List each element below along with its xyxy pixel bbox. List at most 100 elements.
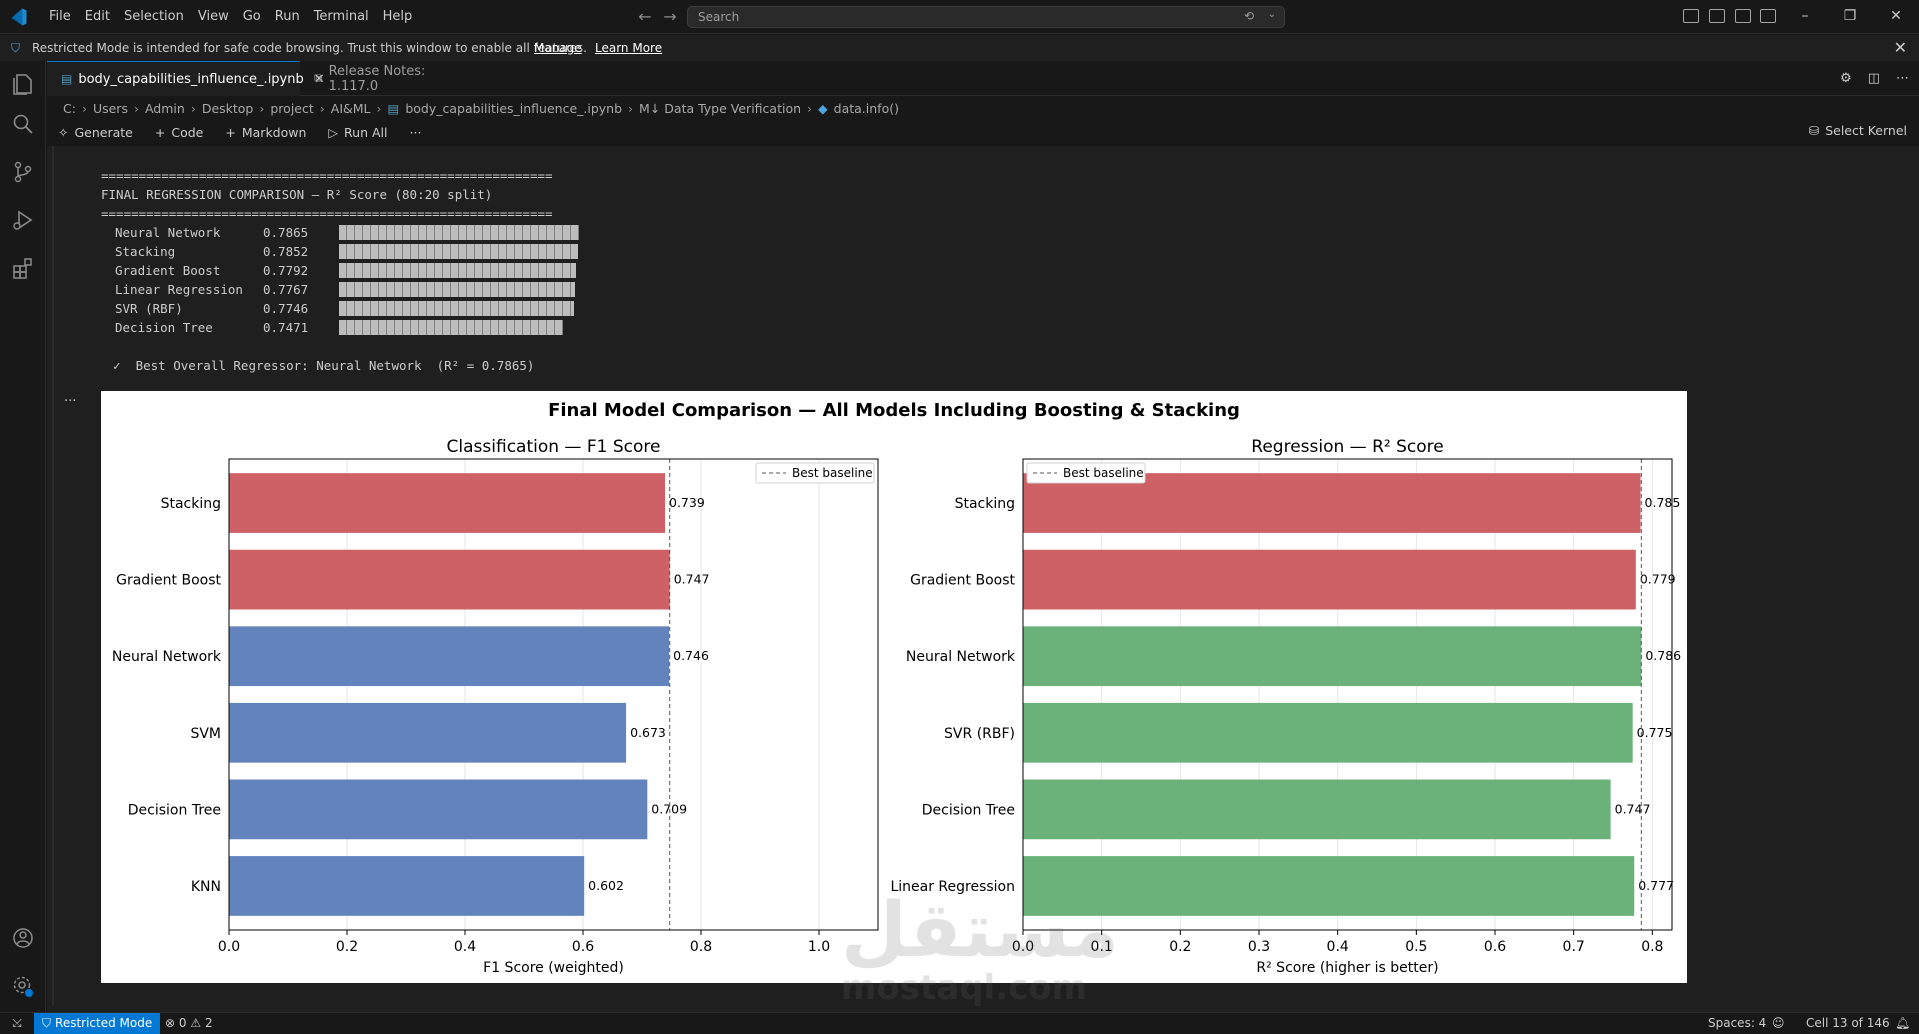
problems-indicator[interactable]: ⊗ 0 ⚠ 2 [165, 1013, 213, 1034]
settings-gear-icon[interactable]: ⚙ [1840, 71, 1852, 86]
learn-more-link[interactable]: Learn More [595, 41, 663, 55]
category-label: Linear Regression [890, 879, 1015, 895]
close-icon[interactable]: ✕ [1893, 38, 1907, 57]
shield-icon: ⛉ [11, 41, 21, 55]
command-center-search[interactable]: Search ⟲ ⌄ [687, 6, 1285, 28]
cell-position[interactable]: Cell 13 of 146 [1806, 1016, 1890, 1030]
breadcrumb-item[interactable]: M↓ Data Type Verification [639, 100, 802, 116]
more-actions-icon[interactable]: ⋯ [1896, 71, 1909, 86]
account-icon[interactable] [10, 925, 36, 951]
breadcrumb-item[interactable]: body_capabilities_influence_.ipynb [405, 100, 623, 116]
category-label: SVM [190, 726, 221, 742]
breadcrumb-item[interactable]: Admin [144, 100, 185, 116]
editor-actions: ⚙ ◫ ⋯ [1840, 71, 1909, 86]
run-all-label: Run All [344, 124, 388, 140]
axes-frame [1022, 458, 1673, 931]
warning-icon: ⚠ [190, 1016, 202, 1030]
chevron-right-icon: › [259, 100, 265, 116]
tab-notebook[interactable]: ▤ body_capabilities_influence_.ipynb ✕ [47, 61, 325, 96]
restore-icon[interactable]: ❐ [1843, 8, 1857, 24]
breadcrumb-item[interactable]: AI&ML [330, 100, 371, 116]
toggle-panel-icon[interactable] [1735, 9, 1751, 23]
x-tick-label: 0.6 [572, 939, 594, 955]
category-label: Gradient Boost [910, 573, 1015, 589]
axes-frame [228, 458, 879, 931]
title-bar: File Edit Selection View Go Run Terminal… [0, 0, 1919, 34]
split-editor-icon[interactable]: ◫ [1867, 71, 1880, 86]
activity-bar [0, 61, 46, 1013]
extensions-icon[interactable] [10, 256, 36, 282]
breadcrumb-item[interactable]: project [270, 100, 314, 116]
menu-file[interactable]: File [49, 9, 71, 24]
close-window-icon[interactable]: ✕ [1890, 8, 1902, 24]
menu-terminal[interactable]: Terminal [313, 9, 369, 24]
arrow-left-icon[interactable]: ← [638, 7, 652, 26]
output-row-score: 0.7471 [263, 320, 309, 335]
breadcrumb-item[interactable]: Users [92, 100, 128, 116]
search-icon[interactable] [10, 111, 36, 137]
remote-icon[interactable]: ⤩ [12, 1016, 22, 1030]
chevron-right-icon: › [807, 100, 813, 116]
plus-icon: + [154, 124, 166, 140]
markdown-label: Markdown [241, 124, 307, 140]
breadcrumb-item[interactable]: Desktop [201, 100, 254, 116]
source-control-icon[interactable] [10, 159, 36, 185]
chevron-right-icon: › [81, 100, 87, 116]
chevron-down-icon[interactable]: ⌄ [1267, 9, 1276, 20]
close-icon[interactable]: ✕ [313, 71, 325, 87]
legend-label: Best baseline [792, 466, 873, 480]
customize-layout-icon[interactable] [1683, 9, 1699, 23]
generate-button[interactable]: ✧ Generate [58, 125, 133, 140]
output-row: Linear Regression 0.7767 [101, 280, 553, 299]
select-kernel-button[interactable]: ⛁ Select Kernel [1809, 123, 1907, 138]
arrow-right-icon[interactable]: → [663, 7, 677, 26]
output-row-score: 0.7852 [263, 244, 309, 259]
menu-edit[interactable]: Edit [84, 9, 110, 24]
add-code-cell-button[interactable]: + Code [155, 125, 204, 140]
category-label: Decision Tree [128, 802, 221, 818]
plus-icon: + [225, 124, 236, 140]
output-text-bar [339, 225, 579, 240]
x-tick-label: 0.8 [690, 939, 712, 955]
restricted-mode-badge[interactable]: ⛉ Restricted Mode [34, 1013, 161, 1034]
run-all-button[interactable]: ▷ Run All [328, 125, 387, 140]
x-tick-label: 0.8 [1641, 939, 1663, 955]
breadcrumb-item[interactable]: C: [63, 100, 76, 116]
x-tick-label: 0.3 [1248, 939, 1270, 955]
status-bar: ⤩ ⛉ Restricted Mode ⊗ 0 ⚠ 2 Spaces: 4 ☺ C… [0, 1012, 1919, 1034]
category-label: Stacking [161, 496, 221, 512]
notifications-bell-icon[interactable]: 🔔︎ [1895, 1016, 1911, 1030]
explorer-icon[interactable] [10, 71, 36, 97]
restricted-mode-banner: ⛉ Restricted Mode is intended for safe c… [0, 35, 1919, 61]
manage-link[interactable]: Manage [534, 41, 582, 55]
notebook-file-icon: ▤ [387, 100, 400, 116]
chevron-right-icon: › [190, 100, 196, 116]
run-debug-icon[interactable] [10, 207, 36, 233]
menu-go[interactable]: Go [242, 9, 261, 24]
manage-gear-icon[interactable] [10, 973, 36, 999]
menu-help[interactable]: Help [382, 9, 413, 24]
menu-view[interactable]: View [197, 9, 229, 24]
add-markdown-cell-button[interactable]: + Markdown [225, 125, 306, 140]
menu-selection[interactable]: Selection [123, 9, 184, 24]
indentation-indicator[interactable]: Spaces: 4 [1708, 1016, 1767, 1030]
toggle-secondary-sidebar-icon[interactable] [1760, 9, 1776, 23]
more-actions-button[interactable]: ··· [409, 124, 422, 140]
data-label: 0.779 [1640, 572, 1676, 587]
minimize-icon[interactable]: – [1801, 8, 1809, 24]
output-more-icon[interactable]: ... [64, 390, 77, 405]
copilot-status-icon[interactable]: ☺ [1772, 1016, 1785, 1030]
bar-svr-rbf- [1023, 702, 1633, 763]
copilot-icon[interactable]: ⟲ [1243, 9, 1254, 23]
output-best: ✓ Best Overall Regressor: Neural Network… [113, 358, 535, 373]
tab-label: Release Notes: 1.117.0 [328, 63, 426, 94]
x-tick-label: 0.0 [1012, 939, 1034, 955]
data-label: 0.673 [630, 725, 666, 740]
play-icon: ▷ [328, 124, 339, 140]
bar-knn [229, 856, 585, 916]
toggle-primary-sidebar-icon[interactable] [1709, 9, 1725, 23]
error-icon: ⊗ [165, 1016, 176, 1030]
tab-release-notes[interactable]: ⧉ Release Notes: 1.117.0 [300, 61, 470, 96]
menu-run[interactable]: Run [274, 9, 300, 24]
breadcrumb-item[interactable]: data.info() [833, 100, 899, 116]
